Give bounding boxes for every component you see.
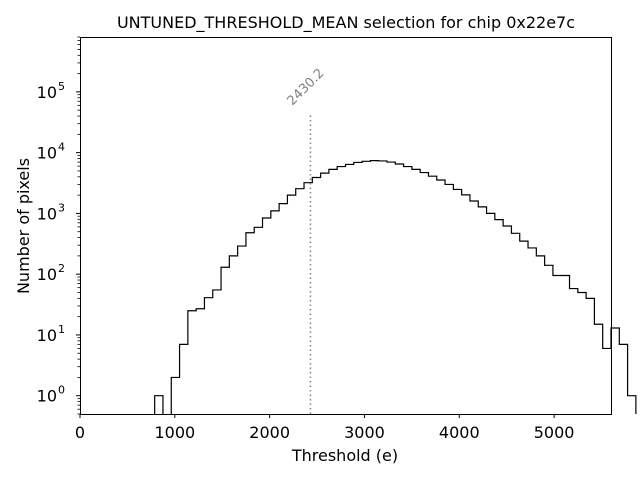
- y-tick-label: 10: [37, 83, 57, 102]
- y-tick-label: 10: [37, 326, 57, 345]
- annotation-label: 2430.2: [285, 66, 328, 109]
- x-axis-label: Threshold (e): [291, 446, 398, 465]
- x-tick-label: 3000: [344, 423, 385, 442]
- x-tick-label: 4000: [439, 423, 480, 442]
- chart-title: UNTUNED_THRESHOLD_MEAN selection for chi…: [117, 13, 575, 33]
- plot-area: 2430.2: [154, 66, 637, 414]
- y-tick-exponent: 0: [58, 384, 65, 397]
- y-tick-label: 10: [37, 265, 57, 284]
- y-tick-label: 10: [37, 387, 57, 406]
- y-tick-exponent: 1: [58, 323, 65, 336]
- x-tick-label: 1000: [154, 423, 195, 442]
- x-axis: 0 1000 2000 3000 4000 5000: [75, 414, 575, 442]
- histogram-series: [154, 159, 637, 414]
- x-tick-label: 0: [75, 423, 85, 442]
- y-tick-exponent: 2: [58, 262, 65, 275]
- y-tick-exponent: 3: [58, 201, 65, 214]
- axes-frame: [80, 37, 612, 415]
- x-tick-label: 5000: [534, 423, 575, 442]
- y-axis-label: Number of pixels: [14, 158, 33, 294]
- y-tick-exponent: 5: [58, 80, 65, 93]
- y-tick-exponent: 4: [58, 141, 65, 154]
- x-tick-label: 2000: [249, 423, 290, 442]
- y-tick-label: 10: [37, 144, 57, 163]
- y-tick-label: 10: [37, 204, 57, 223]
